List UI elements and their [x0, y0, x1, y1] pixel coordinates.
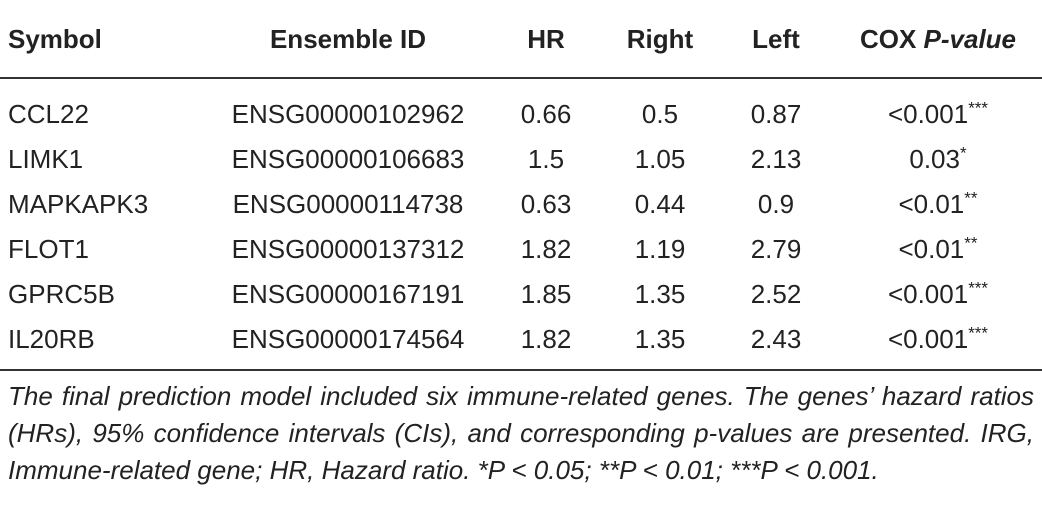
cell-p-value: <0.001*** [826, 272, 1042, 317]
p-value-text: <0.001 [887, 323, 969, 354]
p-value-text: <0.001 [887, 98, 969, 129]
header-right: Right [594, 0, 726, 79]
cell-right: 1.05 [634, 144, 686, 174]
table-header: Symbol Ensemble ID HR Right Left COX P-v… [0, 0, 1042, 79]
cell-p-value: <0.001*** [826, 317, 1042, 371]
cell-p-value: <0.01** [826, 182, 1042, 227]
p-value-text: 0.03 [909, 144, 960, 174]
header-ensemble-id: Ensemble ID [198, 0, 498, 79]
header-p-value-label: P-value [923, 24, 1017, 54]
table-row: FLOT1 ENSG00000137312 1.82 1.19 2.79 <0.… [0, 227, 1042, 272]
cell-hr: 0.63 [520, 189, 572, 219]
cell-left: 2.52 [750, 279, 802, 309]
cell-symbol: IL20RB [0, 317, 198, 371]
cell-ensemble-id: ENSG00000174564 [198, 317, 498, 371]
table-footnote: The final prediction model included six … [8, 381, 1034, 485]
header-hr: HR [498, 0, 594, 79]
table-row: GPRC5B ENSG00000167191 1.85 1.35 2.52 <0… [0, 272, 1042, 317]
cell-left: 0.9 [757, 189, 795, 219]
table-row: MAPKAPK3 ENSG00000114738 0.63 0.44 0.9 <… [0, 182, 1042, 227]
cell-p-value: 0.03* [826, 137, 1042, 182]
table-row: CCL22 ENSG00000102962 0.66 0.5 0.87 <0.0… [0, 78, 1042, 137]
table-row: IL20RB ENSG00000174564 1.82 1.35 2.43 <0… [0, 317, 1042, 371]
p-value-text: <0.01 [898, 189, 965, 219]
cell-hr: 1.82 [520, 234, 572, 264]
cell-right: 0.44 [634, 189, 686, 219]
p-value-text: <0.001 [887, 279, 969, 309]
cell-p-value: <0.001*** [826, 78, 1042, 137]
header-symbol: Symbol [0, 0, 198, 79]
cell-ensemble-id: ENSG00000106683 [231, 144, 465, 174]
cell-left: 0.87 [750, 98, 802, 129]
table-row: LIMK1 ENSG00000106683 1.5 1.05 2.13 0.03… [0, 137, 1042, 182]
significance-stars: *** [968, 97, 989, 117]
significance-stars: *** [968, 278, 989, 298]
cell-ensemble-id: ENSG00000114738 [232, 189, 464, 219]
header-left: Left [726, 0, 826, 79]
cell-right: 1.19 [634, 234, 686, 264]
cell-left: 2.79 [750, 234, 802, 264]
cell-hr: 1.82 [498, 317, 594, 371]
cell-ensemble-id: ENSG00000102962 [231, 98, 465, 129]
cell-left: 2.13 [750, 144, 802, 174]
p-value-text: <0.01 [898, 234, 965, 264]
cell-right: 1.35 [594, 317, 726, 371]
cell-symbol: CCL22 [8, 98, 89, 129]
cell-symbol: MAPKAPK3 [8, 189, 149, 219]
cell-symbol: FLOT1 [8, 234, 89, 264]
cell-ensemble-id: ENSG00000167191 [231, 279, 465, 309]
header-cox-prefix: COX [859, 24, 917, 54]
cell-hr: 0.66 [520, 98, 572, 129]
cell-hr: 1.85 [520, 279, 572, 309]
header-row: Symbol Ensemble ID HR Right Left COX P-v… [0, 0, 1042, 79]
cell-right: 0.5 [641, 98, 679, 129]
significance-stars: ** [964, 188, 978, 208]
significance-stars: ** [964, 233, 978, 253]
cell-right: 1.35 [634, 279, 686, 309]
results-table: Symbol Ensemble ID HR Right Left COX P-v… [0, 0, 1042, 371]
cell-symbol: LIMK1 [8, 144, 84, 174]
significance-stars: * [959, 143, 967, 163]
cell-p-value: <0.01** [826, 227, 1042, 272]
header-cox-p-value: COX P-value [826, 0, 1042, 79]
cell-hr: 1.5 [527, 144, 565, 174]
cell-symbol: GPRC5B [8, 279, 115, 309]
cell-left: 2.43 [726, 317, 826, 371]
table-body: CCL22 ENSG00000102962 0.66 0.5 0.87 <0.0… [0, 78, 1042, 371]
cell-ensemble-id: ENSG00000137312 [231, 234, 465, 264]
significance-stars: *** [968, 322, 989, 342]
